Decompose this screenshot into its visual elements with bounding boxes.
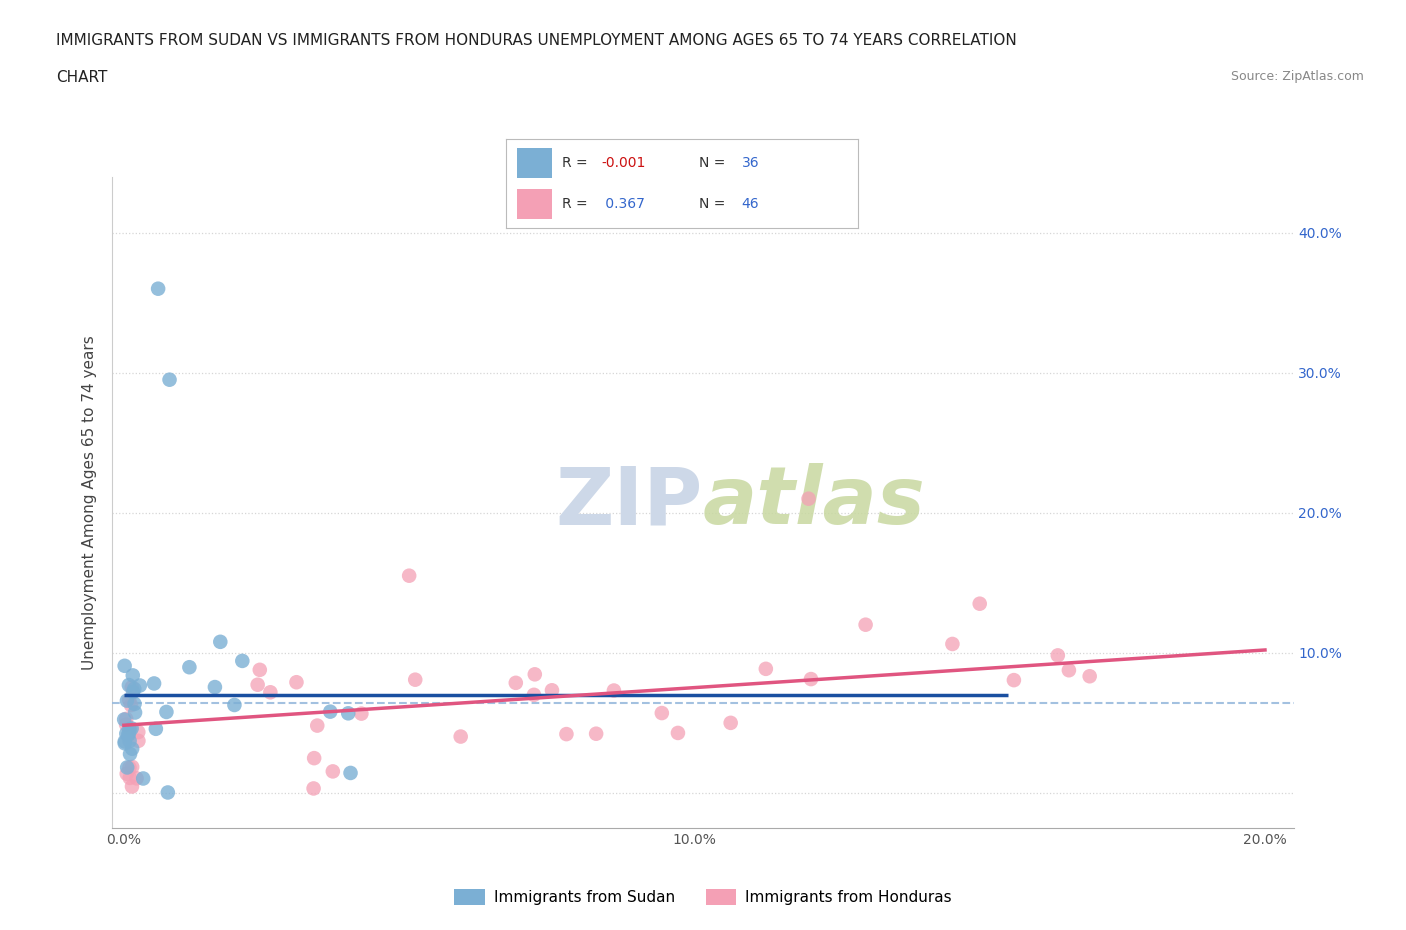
Text: R =: R = [562,197,588,211]
Point [118,722,141,737]
Text: N =: N = [700,156,725,170]
Point [179,659,201,674]
Point [155,705,177,720]
Point [855,618,877,632]
Text: -0.001: -0.001 [602,156,645,170]
Point [755,661,778,676]
Point [209,634,232,649]
Text: IMMIGRANTS FROM SUDAN VS IMMIGRANTS FROM HONDURAS UNEMPLOYMENT AMONG AGES 65 TO : IMMIGRANTS FROM SUDAN VS IMMIGRANTS FROM… [56,33,1017,47]
Point [797,491,820,506]
Point [145,722,167,737]
Text: ZIP: ZIP [555,463,703,541]
Point [118,770,141,785]
Point [132,771,155,786]
Text: CHART: CHART [56,70,108,85]
Point [523,667,546,682]
Point [541,683,564,698]
Point [523,687,546,702]
Point [118,721,141,736]
Point [941,636,963,651]
Point [339,765,361,780]
Point [285,675,308,690]
Point [121,668,143,683]
Point [115,726,138,741]
Y-axis label: Unemployment Among Ages 65 to 74 years: Unemployment Among Ages 65 to 74 years [82,335,97,670]
Point [246,677,269,692]
Point [122,682,145,697]
Point [121,779,143,794]
Point [505,675,527,690]
Point [146,281,169,296]
Text: 0.367: 0.367 [602,197,645,211]
Point [1046,648,1069,663]
Point [114,734,136,749]
Point [1002,672,1025,687]
Point [120,698,142,712]
Point [231,654,253,669]
Point [125,771,148,786]
Point [143,676,166,691]
Bar [517,149,551,179]
Point [118,747,141,762]
Text: 46: 46 [742,197,759,211]
Point [115,760,138,775]
Point [302,751,325,765]
Point [114,736,136,751]
Point [115,693,138,708]
Point [122,684,145,699]
Point [121,680,143,695]
Point [204,680,226,695]
Point [800,671,823,686]
Point [127,734,149,749]
Point [603,683,626,698]
Point [117,727,139,742]
Point [651,706,673,721]
Bar [517,189,551,219]
Point [124,705,146,720]
Point [259,684,281,699]
Point [322,764,344,778]
Point [156,785,179,800]
Point [666,725,689,740]
Point [114,658,136,673]
Point [121,760,143,775]
Point [1057,663,1080,678]
Point [350,706,373,721]
Point [115,766,138,781]
Point [249,662,271,677]
Point [112,712,135,727]
Text: atlas: atlas [703,463,925,541]
Point [720,715,742,730]
Point [121,721,143,736]
Point [118,725,141,740]
Point [585,726,607,741]
Point [121,741,143,756]
Point [127,724,149,739]
Point [302,781,325,796]
Legend: Immigrants from Sudan, Immigrants from Honduras: Immigrants from Sudan, Immigrants from H… [449,883,957,911]
Text: Source: ZipAtlas.com: Source: ZipAtlas.com [1230,70,1364,83]
Point [450,729,472,744]
Point [307,718,329,733]
Point [159,372,181,387]
Point [969,596,991,611]
Text: N =: N = [700,197,725,211]
Text: 36: 36 [742,156,759,170]
Point [224,698,246,712]
Point [555,726,578,741]
Text: R =: R = [562,156,588,170]
Point [124,697,146,711]
Point [115,711,138,726]
Point [118,734,141,749]
Point [319,704,342,719]
Point [118,678,141,693]
Point [1078,669,1101,684]
Point [398,568,420,583]
Point [128,678,150,693]
Point [118,693,141,708]
Point [337,706,360,721]
Point [115,717,138,732]
Point [118,760,141,775]
Point [404,672,426,687]
